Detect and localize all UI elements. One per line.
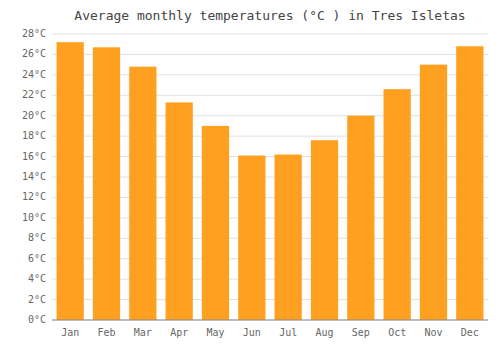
- x-tick-label: Apr: [170, 327, 188, 338]
- bar: [347, 116, 374, 320]
- y-tick-label: 28°C: [22, 28, 46, 39]
- y-tick-label: 2°C: [28, 294, 46, 305]
- grid-line: [52, 320, 488, 321]
- y-tick-label: 26°C: [22, 48, 46, 59]
- bar: [202, 126, 229, 320]
- y-tick-label: 20°C: [22, 110, 46, 121]
- x-tick-label: Dec: [461, 327, 479, 338]
- bar: [456, 46, 483, 320]
- x-tick-label: Feb: [97, 327, 115, 338]
- chart: 0°C 2°C 4°C 6°C 8°C 10°C 12°C 14°C 16°C 18°C 20°C 2…: [0, 0, 500, 350]
- bar: [93, 47, 120, 320]
- bar: [275, 155, 302, 320]
- y-tick-label: 24°C: [22, 69, 46, 80]
- y-tick-label: 12°C: [22, 191, 46, 202]
- y-tick-label: 16°C: [22, 151, 46, 162]
- x-tick-label: Sep: [352, 327, 370, 338]
- grid: [52, 34, 488, 320]
- x-tick-label: Oct: [388, 327, 406, 338]
- x-axis-line: [52, 320, 488, 321]
- x-tick-label: Jul: [279, 327, 297, 338]
- x-tick-label: May: [206, 327, 224, 338]
- y-tick-label: 4°C: [28, 273, 46, 284]
- y-tick-label: 14°C: [22, 171, 46, 182]
- y-tick-label: 18°C: [22, 130, 46, 141]
- y-tick-label: 0°C: [28, 314, 46, 325]
- bar: [238, 156, 265, 320]
- bars: [57, 42, 484, 320]
- x-tick-label: Mar: [134, 327, 152, 338]
- bar: [384, 89, 411, 320]
- x-tick-label: Aug: [315, 327, 333, 338]
- y-tick-label: 10°C: [22, 212, 46, 223]
- x-tick-label: Nov: [424, 327, 442, 338]
- title: Average monthly temperatures (°C ) in Tr…: [74, 8, 465, 23]
- x-tick-label: Jan: [61, 327, 79, 338]
- bar: [166, 102, 193, 320]
- y-tick-label: 8°C: [28, 232, 46, 243]
- y-tick-label: 6°C: [28, 253, 46, 264]
- y-tick-label: 22°C: [22, 89, 46, 100]
- x-tick-label: Jun: [243, 327, 261, 338]
- bar: [420, 65, 447, 320]
- bar: [129, 67, 156, 320]
- bar: [57, 42, 84, 320]
- grid-line: [52, 34, 488, 35]
- bar: [311, 140, 338, 320]
